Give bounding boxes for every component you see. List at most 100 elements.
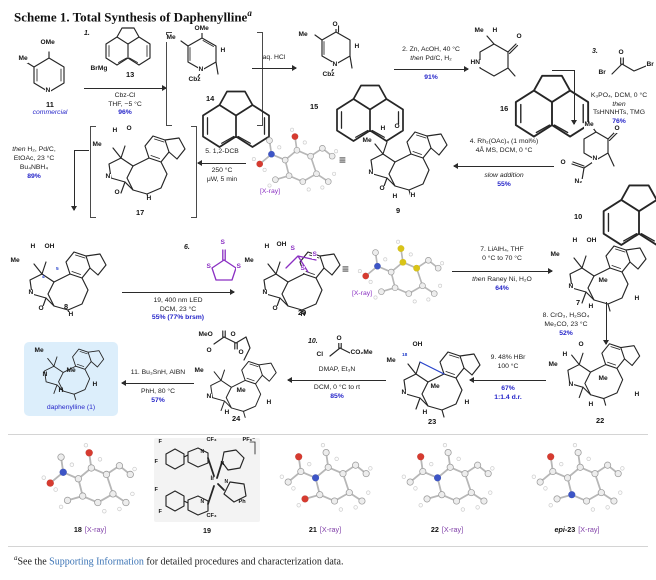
step-1: 1. BrMg 13 Cbz-Cl THF, −5 °C 96% <box>84 24 168 124</box>
xray-ball-stick <box>32 442 142 522</box>
scheme-title: Scheme 1. Total Synthesis of Daphenyllin… <box>14 8 252 25</box>
atom-label: S <box>236 263 242 271</box>
reaction-arrow-left <box>453 163 554 170</box>
cage-skeleton <box>556 340 644 408</box>
atom-label: H <box>410 192 416 200</box>
oxalyl-chloride-skeleton <box>329 341 353 357</box>
atom-label: N <box>105 173 111 181</box>
atom-position-number: 4 <box>42 275 45 280</box>
reagent-line: 250 °C <box>211 167 233 174</box>
xray-gallery-18: 18 [X-ray] <box>28 440 152 540</box>
step-4: 4. Rh₂(OAc)₄ (1 mol%) 4Å MS, DCM, 0 °C s… <box>452 136 556 200</box>
atom-label: Me <box>244 257 255 265</box>
reagent-then: then <box>472 276 486 283</box>
step-7: 7. LiAlH₄, THF 0 °C to 70 °C then Raney … <box>450 244 554 298</box>
atom-label: Br <box>646 61 655 69</box>
yield: 64% <box>495 285 509 292</box>
atom-label: F <box>154 487 158 493</box>
atom-label: H <box>634 391 640 399</box>
reagent-rest: Pd/C, H₂ <box>423 55 452 62</box>
gallery-label: 19 <box>154 526 260 535</box>
xray-label: [X-ray] <box>260 188 281 195</box>
atom-label: CF₃ <box>206 513 217 519</box>
reagent-line: aq. HCl <box>262 54 286 61</box>
compound-number: 24 <box>232 414 241 423</box>
atom-label: N <box>568 381 574 389</box>
reagent-line: DMAP, Et₃N <box>318 366 356 373</box>
gallery-xray-tag: [X-ray] <box>84 525 107 534</box>
atom-label: F <box>158 509 162 515</box>
xray-structure-9: [X-ray] <box>246 122 340 214</box>
bromoacetyl-bromide-skeleton <box>611 57 647 75</box>
atom-label: MeO <box>198 331 214 339</box>
reagent-line: K₃PO₄, DCM, 0 °C <box>590 92 648 99</box>
xray-ball-stick <box>246 126 340 200</box>
yield: 91% <box>424 74 438 81</box>
step-number: 1. <box>84 30 90 37</box>
atom-label: Me <box>34 347 44 354</box>
compound-7: H OH Me N Me H H 7 <box>548 237 656 332</box>
atom-label: H <box>92 381 98 388</box>
gallery-xray-tag: [X-ray] <box>441 525 464 534</box>
compound-number: 15 <box>310 102 319 111</box>
yield: 52% <box>559 330 573 337</box>
xray-gallery-epi23: epi-23 [X-ray] <box>510 440 644 540</box>
atom-label: O <box>618 49 625 57</box>
reagent-line: DCM, 23 °C <box>159 305 197 313</box>
iridium-complex-skeleton <box>165 441 256 516</box>
molecule-skeleton <box>180 32 256 122</box>
atom-label: N <box>592 155 598 163</box>
supporting-information-link[interactable]: Supporting Information <box>49 556 144 568</box>
scheme-title-superscript: a <box>247 8 252 18</box>
compound-16: Me H O HN 16 <box>470 27 566 120</box>
atom-label: O <box>126 125 133 133</box>
compound-name: daphenylline (1) <box>46 404 96 411</box>
reagent-rest: H₂, Pd/C, <box>25 146 56 153</box>
reagent-line: Cbz-Cl <box>114 92 136 99</box>
metal-label: Ir <box>210 476 215 482</box>
gallery-label: 22 [X-ray] <box>388 525 506 534</box>
step-5b: then H₂, Pd/C, EtOAc, 23 °C Bu₄NBH₄ 89% <box>0 146 68 190</box>
atom-label: O <box>238 349 245 357</box>
acenaphthene-skeleton <box>100 24 156 70</box>
bracket-right <box>191 126 197 218</box>
trithiocarbonate-skeleton <box>211 249 237 281</box>
arrow-stub <box>552 70 575 71</box>
atom-label: S <box>220 239 225 246</box>
atom-label: Me <box>584 121 595 129</box>
equivalence-sign: ≡ <box>342 262 350 276</box>
atom-label: O <box>336 335 343 343</box>
step-9: 9. 48% HBr 100 °C 67% 1:1.4 d.r. <box>468 352 548 404</box>
atom-label: CO₂Me <box>350 349 373 357</box>
atom-label: N <box>42 371 48 378</box>
reagent-line: then Pd/C, H₂ <box>392 55 470 63</box>
compound-number: 13 <box>126 70 135 79</box>
atom-label: H <box>112 127 118 135</box>
reaction-arrow-down <box>71 150 78 211</box>
compound-23: OH Me 18 Me N H H 23 <box>386 340 488 426</box>
compound-24: MeO O O O Me N Me H H 24 <box>194 330 288 424</box>
atom-label: H <box>354 43 360 51</box>
footnote-superscript: a <box>14 554 18 562</box>
reagent-line: 19, 400 nm LED <box>153 297 203 304</box>
xray-gallery-21: 21 [X-ray] <box>266 440 384 540</box>
molecule-skeleton <box>571 123 654 218</box>
atom-label: H <box>492 27 498 35</box>
atom-label: Cbz <box>322 71 336 79</box>
reagent-line: 7. LiAlH₄, THF <box>480 246 524 253</box>
atom-label: N <box>28 289 34 297</box>
reagent-then: then <box>612 100 626 108</box>
yield: 55% <box>497 181 511 188</box>
yield: 67% <box>501 385 515 392</box>
atom-label: H <box>562 351 568 359</box>
cage-skeleton <box>252 248 344 320</box>
atom-label: N <box>332 61 338 69</box>
atom-label: H <box>30 243 36 251</box>
reagent-line: 9. 48% HBr <box>490 354 526 361</box>
atom-label: O <box>614 125 621 133</box>
compound-1-daphenylline: Me N Me H H daphenylline (1) <box>24 342 118 416</box>
compound-number: 16 <box>500 104 509 113</box>
atom-label: Me <box>92 141 103 149</box>
atom-label: OH <box>276 241 287 249</box>
reaction-arrow-left <box>121 380 194 387</box>
